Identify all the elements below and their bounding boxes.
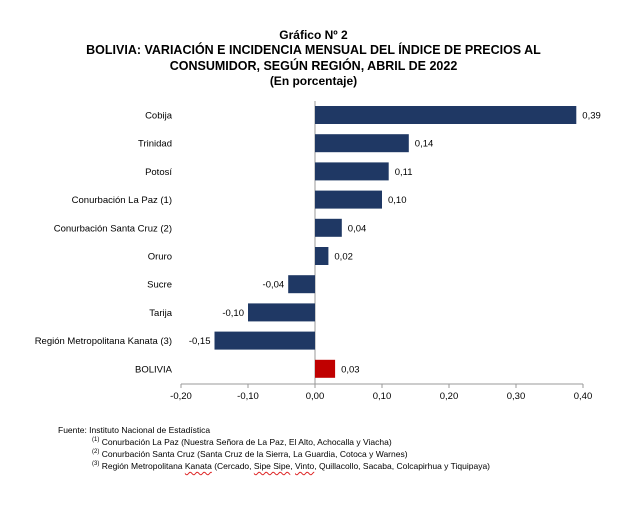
footnote-1: (1) Conurbación La Paz (Nuestra Señora d… xyxy=(58,435,490,447)
footnotes: Fuente: Instituto Nacional de Estadístic… xyxy=(58,425,490,471)
category-label: Oruro xyxy=(148,252,172,263)
x-tick-label: -0,20 xyxy=(170,391,192,402)
bar xyxy=(315,247,329,265)
bar xyxy=(315,162,389,181)
x-tick-label: 0,00 xyxy=(306,391,325,402)
category-label: Potosí xyxy=(145,167,172,178)
data-label: 0,39 xyxy=(582,111,601,122)
x-tick-label: 0,30 xyxy=(507,391,526,402)
data-label: 0,03 xyxy=(341,364,360,375)
chart-title-line1: BOLIVIA: VARIACIÓN E INCIDENCIA MENSUAL … xyxy=(86,43,541,57)
footnote-3-mark: (3) xyxy=(92,461,100,467)
bar-chart: -0,20 -0,10 0,00 0,10 0,20 0,30 0,40 Cobija 0,39… xyxy=(35,101,601,402)
data-label: 0,02 xyxy=(334,252,353,263)
footnote-1-text: Conurbación La Paz (Nuestra Señora de La… xyxy=(101,437,392,447)
data-label: -0,15 xyxy=(189,336,211,347)
footnote-3: (3) Región Metropolitana Kanata (Cercado… xyxy=(92,461,491,471)
chart-number: Gráfico Nº 2 xyxy=(279,28,348,42)
category-label: Trinidad xyxy=(138,139,172,150)
chart-title-line2: CONSUMIDOR, SEGÚN REGIÓN, ABRIL DE 2022 xyxy=(169,59,458,73)
x-tick-label: 0,20 xyxy=(440,391,459,402)
bar xyxy=(315,190,382,209)
bar xyxy=(248,303,315,322)
category-label: Sucre xyxy=(147,280,172,291)
chart-title-block: Gráfico Nº 2 BOLIVIA: VARIACIÓN E INCIDE… xyxy=(0,28,627,88)
bar xyxy=(315,134,409,153)
data-label: -0,04 xyxy=(263,280,285,291)
x-tick-label: -0,10 xyxy=(237,391,259,402)
bar xyxy=(315,218,342,237)
category-label: Cobija xyxy=(145,111,173,122)
data-label: 0,14 xyxy=(415,139,434,150)
category-label: Conurbación Santa Cruz (2) xyxy=(54,223,172,234)
source-note: Fuente: Instituto Nacional de Estadístic… xyxy=(58,425,211,435)
bar xyxy=(288,275,315,294)
category-label: Región Metropolitana Kanata (3) xyxy=(35,336,172,347)
category-label: BOLIVIA xyxy=(135,364,173,375)
category-label: Conurbación La Paz (1) xyxy=(72,195,172,206)
x-tick-label: 0,10 xyxy=(373,391,392,402)
chart-subtitle: (En porcentaje) xyxy=(269,74,358,88)
data-label: -0,10 xyxy=(222,308,244,319)
data-label: 0,10 xyxy=(388,195,407,206)
data-label: 0,04 xyxy=(348,223,367,234)
bar xyxy=(315,106,577,124)
footnote-2: (2) Conurbación Santa Cruz (Santa Cruz d… xyxy=(58,447,490,459)
bar xyxy=(315,359,336,378)
category-label: Tarija xyxy=(149,308,172,319)
footnote-2-mark: (2) xyxy=(92,449,100,455)
footnote-1-mark: (1) xyxy=(92,437,100,443)
x-tick-label: 0,40 xyxy=(574,391,593,402)
bar xyxy=(214,331,315,350)
footnote-2-text: Conurbación Santa Cruz (Santa Cruz de la… xyxy=(101,449,408,459)
data-label: 0,11 xyxy=(395,167,413,178)
